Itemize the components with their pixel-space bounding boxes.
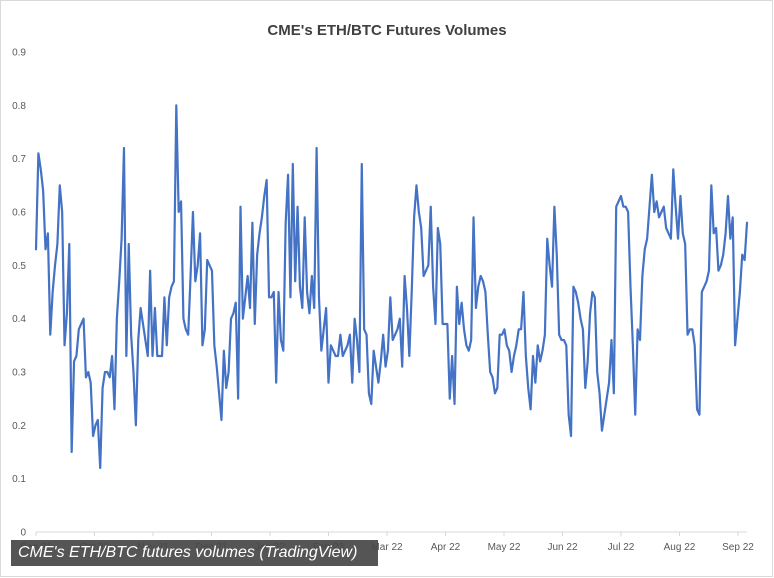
x-tick-label: Sep 22: [722, 542, 754, 553]
series-line: [34, 104, 749, 470]
x-tick-label: Jun 22: [547, 542, 577, 553]
y-axis-ticks: 0 0.1 0.2 0.3 0.4 0.5 0.6 0.7 0.8 0.9: [12, 48, 26, 539]
image-caption: CME's ETH/BTC futures volumes (TradingVi…: [11, 540, 378, 566]
x-tick-label: Jul 22: [608, 542, 635, 553]
y-tick-label: 0.5: [12, 261, 26, 272]
x-tick-label: Mar 22: [371, 542, 403, 553]
x-tick-label: May 22: [488, 542, 521, 553]
y-tick-label: 0.4: [12, 314, 26, 325]
y-tick-label: 0.3: [12, 368, 26, 379]
y-tick-label: 0.8: [12, 101, 26, 112]
y-tick-label: 0.6: [12, 208, 26, 219]
x-tick-label: Aug 22: [664, 542, 696, 553]
y-tick-label: 0.1: [12, 474, 26, 485]
y-tick-label: 0.9: [12, 48, 26, 59]
x-tick-label: Apr 22: [431, 542, 461, 553]
y-tick-label: 0: [20, 528, 26, 539]
y-tick-label: 0.2: [12, 421, 26, 432]
y-tick-label: 0.7: [12, 154, 26, 165]
chart-title: CME's ETH/BTC Futures Volumes: [267, 22, 506, 39]
